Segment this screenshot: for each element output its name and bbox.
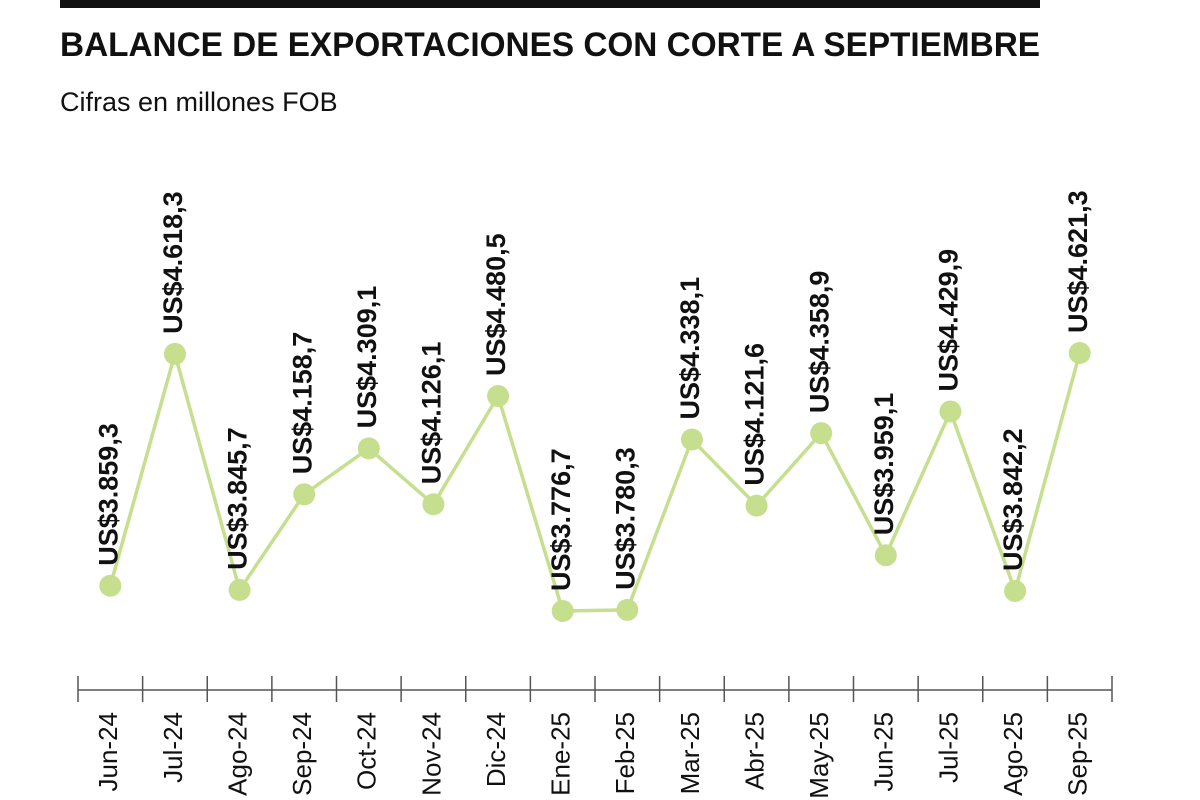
value-label: US$4.618,3 — [158, 191, 188, 334]
value-label: US$4.121,6 — [740, 343, 770, 486]
value-label: US$4.309,1 — [352, 286, 382, 429]
value-label: US$4.621,3 — [1063, 190, 1093, 333]
x-tick-label: Sep-24 — [287, 712, 317, 796]
value-label: US$4.358,9 — [804, 271, 834, 414]
top-rule — [60, 0, 1040, 8]
x-tick-label: Nov-24 — [416, 712, 446, 796]
x-tick-label: Jul-25 — [933, 712, 963, 783]
x-tick-label: May-25 — [804, 712, 834, 799]
chart-subtitle: Cifras en millones FOB — [60, 87, 338, 117]
value-label: US$4.158,7 — [287, 332, 317, 475]
point — [939, 400, 962, 423]
x-tick-label: Jul-24 — [158, 712, 188, 783]
point — [874, 544, 897, 567]
value-label: US$3.959,1 — [869, 393, 899, 536]
x-tick-label: Jun-25 — [869, 712, 899, 792]
point — [1068, 342, 1091, 364]
point — [357, 437, 380, 460]
x-tick-label: Oct-24 — [352, 712, 382, 790]
value-label: US$3.845,7 — [223, 427, 253, 570]
point — [228, 578, 251, 601]
point — [293, 483, 316, 506]
value-label: US$4.429,9 — [934, 249, 964, 392]
point — [551, 600, 574, 622]
point — [680, 428, 703, 451]
line — [108, 347, 1082, 613]
x-tick-label: Abr-25 — [739, 712, 769, 790]
point — [1004, 579, 1027, 602]
value-label: US$3.780,3 — [610, 447, 640, 590]
x-tick-label: Jun-24 — [93, 712, 123, 792]
value-label: US$3.859,3 — [93, 423, 123, 566]
value-label: US$4.480,5 — [481, 233, 511, 376]
point — [163, 342, 186, 365]
point — [616, 598, 639, 621]
x-tick-label: Ago-24 — [222, 712, 252, 796]
x-tick-label: Ene-25 — [546, 712, 576, 796]
chart-title: BALANCE DE EXPORTACIONES CON CORTE A SEP… — [60, 26, 1040, 64]
value-label: US$3.842,2 — [998, 428, 1028, 571]
x-tick-label: Ago-25 — [998, 712, 1028, 796]
value-label: US$4.126,1 — [417, 342, 447, 485]
x-tick-label: Sep-25 — [1063, 712, 1093, 796]
point — [810, 422, 833, 445]
point — [487, 385, 510, 408]
point — [99, 574, 122, 597]
value-label: US$3.776,7 — [546, 448, 576, 591]
x-tick-label: Mar-25 — [675, 712, 705, 794]
point — [422, 493, 445, 516]
value-label: US$4.338,1 — [675, 277, 705, 420]
point — [745, 494, 768, 517]
x-tick-label: Dic-24 — [481, 712, 511, 787]
x-tick-label: Feb-25 — [610, 712, 640, 794]
